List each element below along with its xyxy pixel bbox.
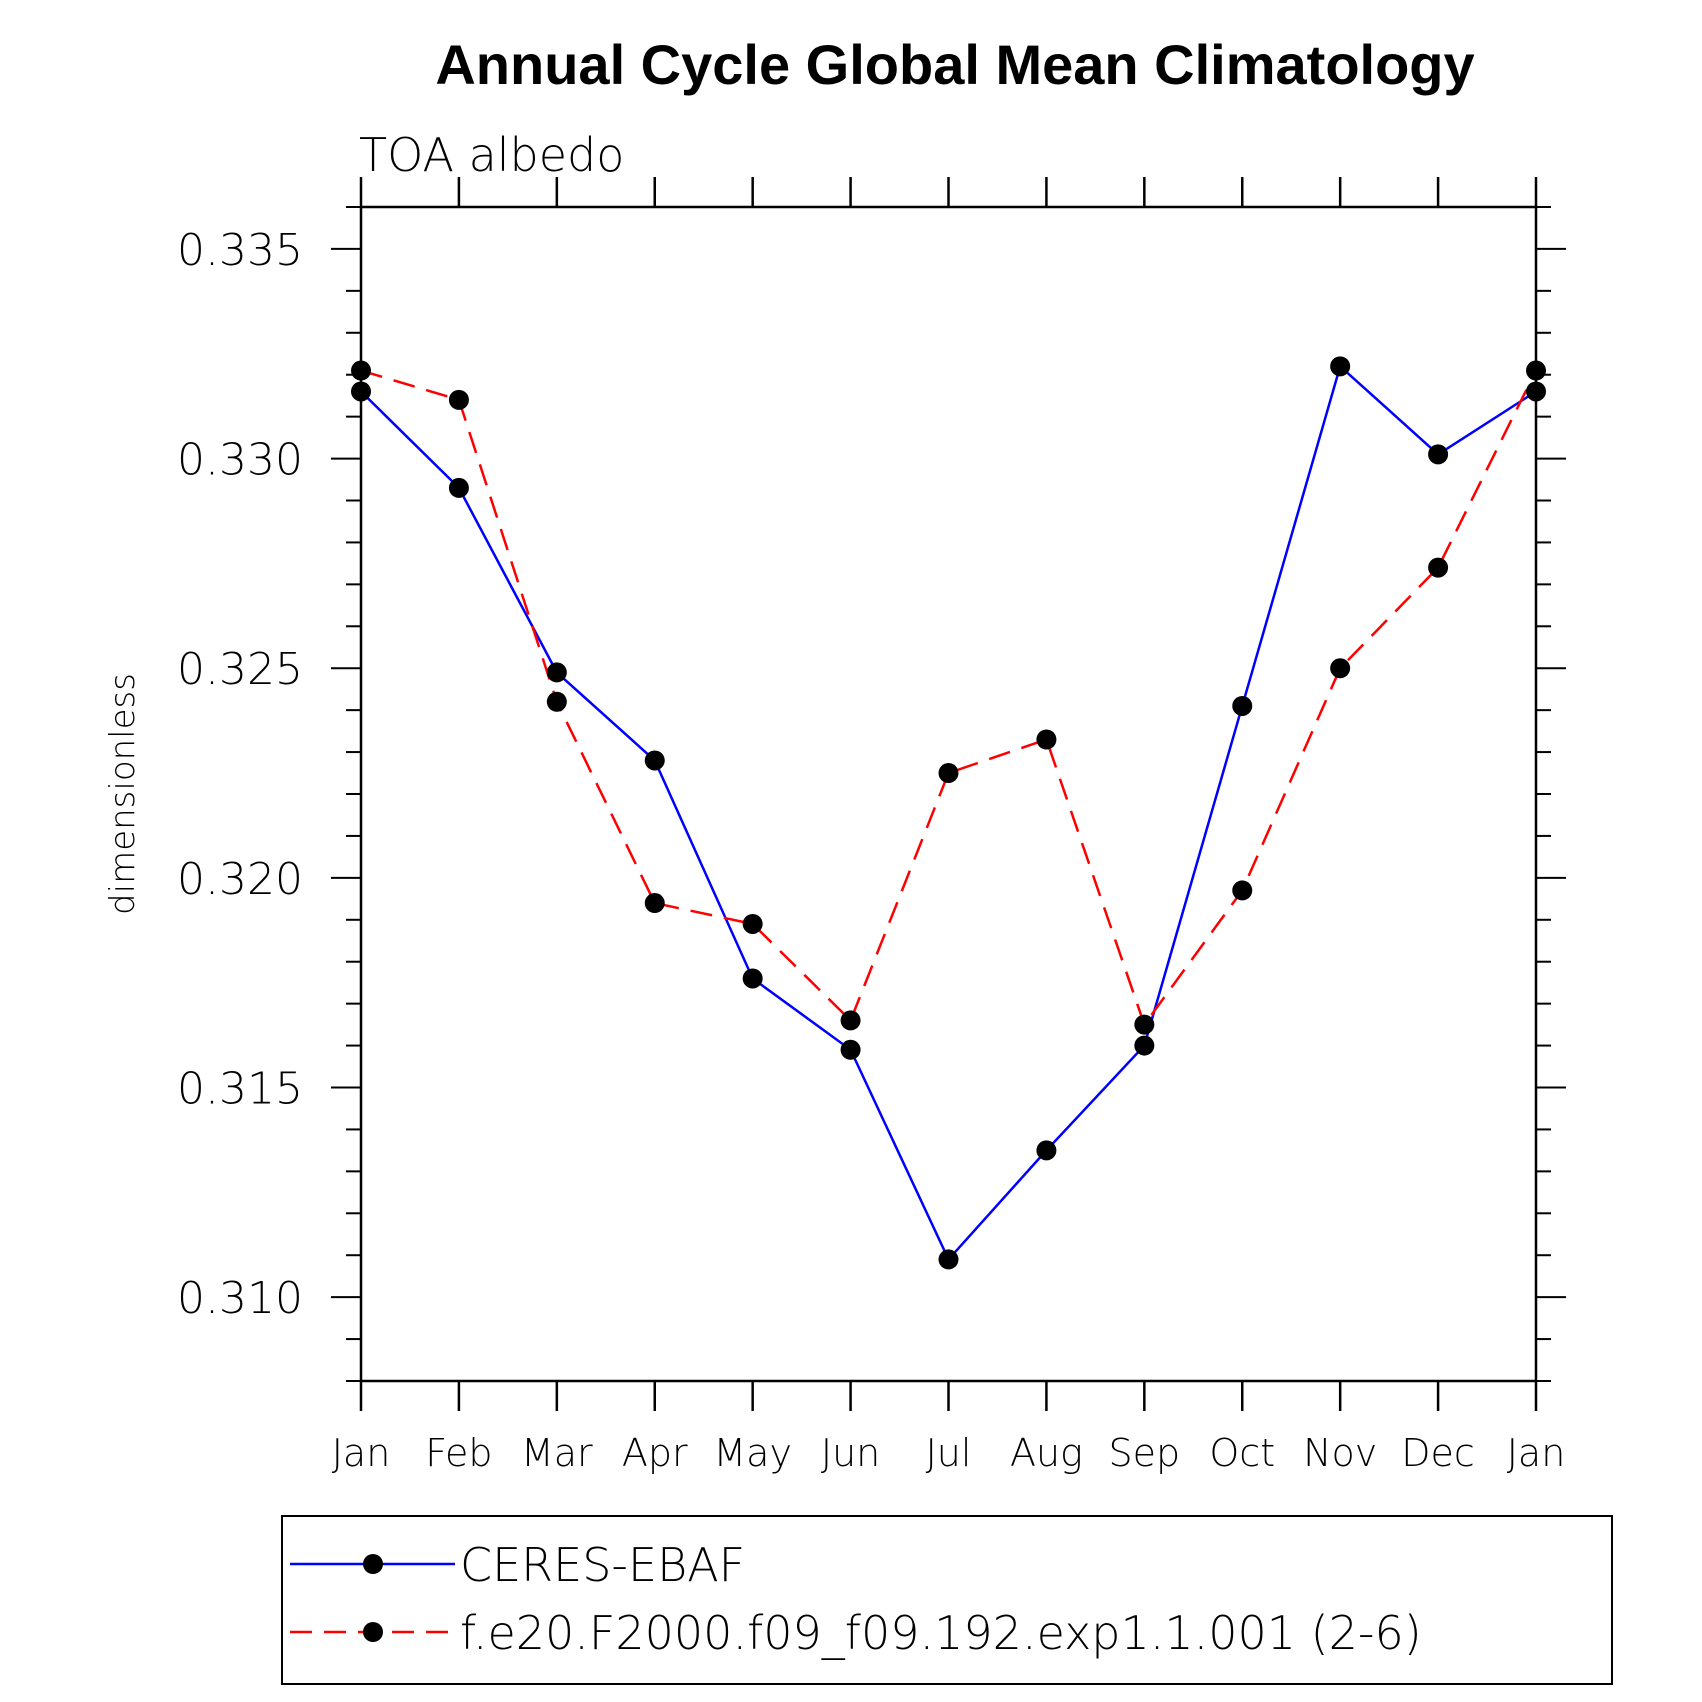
data-point — [1036, 729, 1057, 750]
legend: CERES-EBAF f.e20.F2000.f09_f09.192.exp1.1… — [281, 1515, 1613, 1685]
data-point — [448, 389, 469, 410]
legend-box — [281, 1515, 1613, 1685]
data-point — [1134, 1014, 1155, 1035]
y-axis-label: dimensionless — [103, 673, 143, 915]
data-point — [1330, 356, 1351, 377]
legend-marker — [363, 1622, 383, 1642]
data-point — [546, 691, 567, 712]
x-tick-label: Sep — [1109, 1431, 1181, 1475]
legend-label: f.e20.F2000.f09_f09.192.exp1.1.001 (2-6) — [460, 1606, 1422, 1660]
x-tick-label: Apr — [622, 1431, 688, 1475]
data-point — [840, 1010, 861, 1031]
legend-marker — [363, 1554, 383, 1574]
chart-title: Annual Cycle Global Mean Climatology — [435, 33, 1474, 96]
y-tick-label: 0.320 — [177, 854, 303, 905]
series-line — [360, 369, 1538, 1028]
data-point — [1330, 658, 1351, 679]
series-line — [360, 364, 1537, 1262]
y-tick-label: 0.335 — [177, 225, 303, 276]
legend-entries: CERES-EBAF f.e20.F2000.f09_f09.192.exp1.1… — [290, 1538, 1422, 1660]
data-point — [644, 893, 665, 914]
y-tick-label: 0.310 — [177, 1273, 303, 1324]
data-point — [840, 1039, 861, 1060]
y-tick-labels: 0.310 0.315 0.320 0.325 0.330 0.335 — [177, 225, 303, 1324]
x-tick-label: Jun — [821, 1431, 880, 1475]
data-point — [644, 750, 665, 771]
data-point — [1232, 880, 1253, 901]
legend-label: CERES-EBAF — [460, 1538, 745, 1592]
x-tick-label: Feb — [425, 1431, 492, 1475]
ticks-layer — [331, 177, 1566, 1411]
x-tick-labels: Jan Feb Mar Apr May Jun Jul Aug Sep Oct Nov Dec Jan — [332, 1431, 1566, 1475]
x-tick-label: Dec — [1401, 1431, 1475, 1475]
x-tick-label: Jan — [1507, 1431, 1566, 1475]
data-point — [448, 477, 469, 498]
series-layer — [351, 356, 1546, 1270]
x-tick-label: Jul — [926, 1431, 972, 1475]
data-point — [1134, 1035, 1155, 1056]
data-point — [938, 1249, 959, 1270]
data-point — [1036, 1140, 1057, 1161]
y-tick-label: 0.330 — [177, 435, 303, 486]
data-point — [1428, 557, 1449, 578]
x-tick-label: Aug — [1010, 1431, 1083, 1475]
x-tick-label: Mar — [521, 1431, 593, 1475]
x-tick-label: Jan — [332, 1431, 391, 1475]
data-point — [1428, 444, 1449, 465]
x-tick-label: Nov — [1303, 1431, 1377, 1475]
x-tick-label: Oct — [1209, 1431, 1275, 1475]
x-tick-label: May — [713, 1431, 792, 1475]
y-tick-label: 0.325 — [177, 644, 303, 695]
data-point — [938, 763, 959, 784]
data-point — [546, 662, 567, 683]
data-point — [742, 968, 763, 989]
data-point — [742, 913, 763, 934]
y-tick-label: 0.315 — [177, 1064, 303, 1115]
plot-frame — [359, 205, 1538, 1383]
data-point — [1232, 695, 1253, 716]
chart-subtitle: TOA albedo — [359, 128, 624, 182]
